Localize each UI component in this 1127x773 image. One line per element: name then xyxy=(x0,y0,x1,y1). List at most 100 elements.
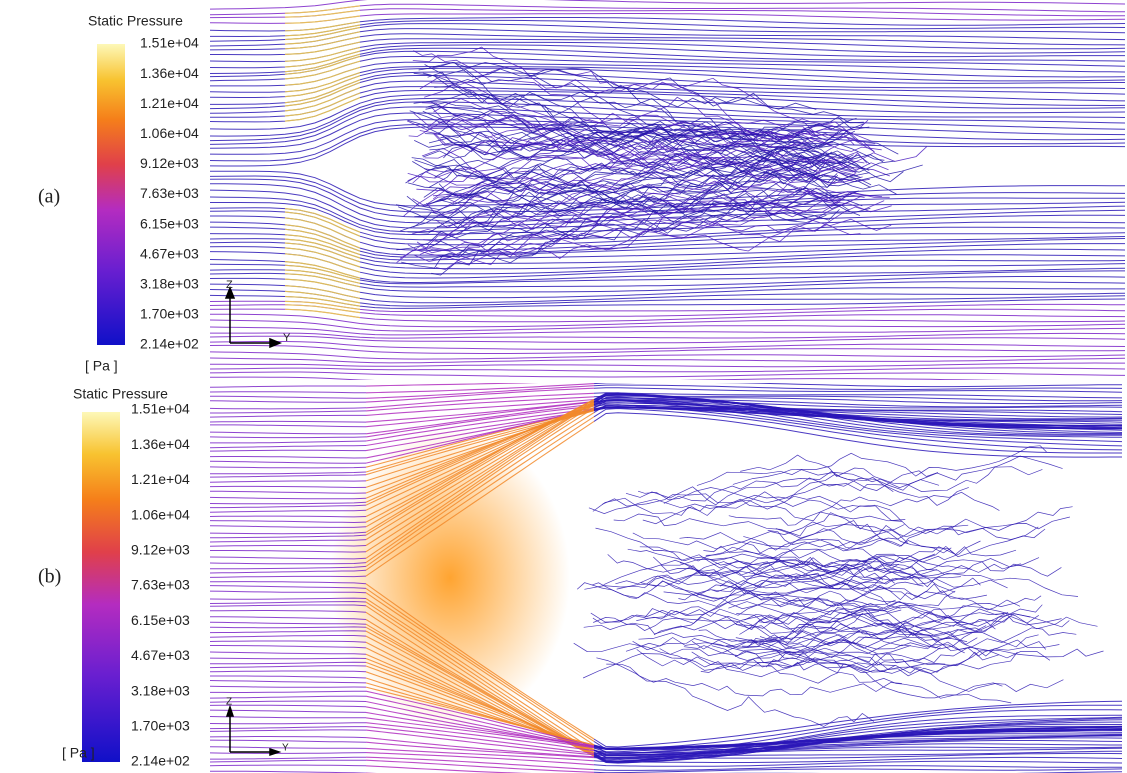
streamline xyxy=(210,4,1125,15)
streamline xyxy=(210,765,366,766)
streamline xyxy=(210,676,366,678)
streamline xyxy=(210,441,366,443)
panel-label: (a) xyxy=(38,186,60,208)
streamline xyxy=(210,34,1125,50)
colorbar-tick-label: 3.18e+03 xyxy=(140,276,199,292)
streamline xyxy=(210,627,366,628)
streamline xyxy=(210,646,366,648)
streamline xyxy=(366,406,594,437)
streamline xyxy=(210,727,366,729)
colorbar-unit: [ Pa ] xyxy=(85,358,118,374)
streamline xyxy=(210,652,366,654)
colorbar-unit: [ Pa ] xyxy=(62,745,95,761)
streamline xyxy=(210,505,366,508)
streamline xyxy=(210,363,1125,367)
streamline xyxy=(637,649,946,673)
streamline xyxy=(210,757,366,759)
streamline xyxy=(210,411,366,413)
streamline xyxy=(210,497,366,498)
streamline xyxy=(285,28,360,40)
streamline xyxy=(210,467,366,468)
streamline xyxy=(285,10,360,17)
colorbar-tick-label: 1.21e+04 xyxy=(131,471,190,487)
colorbar-tick-label: 4.67e+03 xyxy=(140,245,199,261)
colorbar-tick-label: 7.63e+03 xyxy=(140,185,199,201)
colorbar-tick-label: 1.51e+04 xyxy=(140,35,199,51)
streamline xyxy=(210,701,366,702)
streamline xyxy=(210,301,1125,311)
streamline xyxy=(210,730,366,732)
streamline xyxy=(593,617,911,655)
axis-label: Z xyxy=(226,697,232,708)
streamline xyxy=(210,457,366,459)
streamline xyxy=(210,408,366,409)
streamline xyxy=(728,596,1041,631)
streamline xyxy=(210,24,1125,42)
streamline xyxy=(210,696,366,698)
streamline xyxy=(210,425,366,427)
streamline xyxy=(210,710,366,712)
colorbar-tick-label: 2.14e+02 xyxy=(140,336,199,352)
colorbar-tick-label: 1.21e+04 xyxy=(140,95,199,111)
axis-label: Z xyxy=(226,279,233,291)
streamline xyxy=(210,345,1125,353)
axis-label: Y xyxy=(282,743,289,754)
streamline xyxy=(210,372,1125,377)
colorbar-tick-label: 1.06e+04 xyxy=(131,506,190,522)
colorbar-tick-label: 1.70e+03 xyxy=(131,718,190,734)
streamline xyxy=(729,492,1000,525)
streamline xyxy=(210,358,1125,363)
colorbar-tick-label: 9.12e+03 xyxy=(140,155,199,171)
streamline xyxy=(210,481,366,482)
streamline xyxy=(210,396,366,398)
colorbar-tick-label: 6.15e+03 xyxy=(140,215,199,231)
streamline xyxy=(210,491,366,493)
streamline xyxy=(210,671,366,672)
colorbar-tick-label: 3.18e+03 xyxy=(131,682,190,698)
streamline xyxy=(285,305,360,313)
streamline xyxy=(210,686,366,687)
streamline xyxy=(692,652,1003,698)
streamline xyxy=(285,32,360,44)
streamline xyxy=(210,446,366,448)
colorbar-title: Static Pressure xyxy=(88,13,183,29)
streamline xyxy=(210,39,1125,55)
streamline xyxy=(593,475,893,516)
streamline xyxy=(210,437,366,438)
streamline xyxy=(210,432,366,434)
streamline xyxy=(776,517,1070,546)
streamline xyxy=(768,507,1073,550)
streamline xyxy=(711,582,1038,623)
streamline xyxy=(626,471,938,505)
streamline xyxy=(210,737,366,738)
streamline xyxy=(210,171,1125,206)
colorbar-tick-label: 9.12e+03 xyxy=(131,542,190,558)
streamline xyxy=(594,769,1122,773)
panel-label: (b) xyxy=(38,566,61,588)
streamline xyxy=(210,705,366,707)
streamline xyxy=(285,73,360,92)
axis-label: Y xyxy=(283,332,291,344)
figure: (a) (b) Static Pressure [ Pa ] Static Pr… xyxy=(0,0,1127,773)
streamline xyxy=(210,472,366,474)
streamline xyxy=(210,546,366,547)
streamline xyxy=(210,723,366,724)
streamline xyxy=(210,386,366,387)
colorbar xyxy=(82,412,120,762)
colorbar-tick-label: 1.36e+04 xyxy=(140,65,199,81)
streamline xyxy=(210,666,366,668)
colorbar xyxy=(97,44,125,345)
streamline xyxy=(210,461,366,463)
streamline xyxy=(210,662,366,664)
streamline xyxy=(210,486,366,487)
streamline xyxy=(210,415,366,417)
streamline xyxy=(661,559,937,585)
streamline xyxy=(210,516,366,517)
colorbar-tick-label: 4.67e+03 xyxy=(131,647,190,663)
streamline xyxy=(210,475,366,477)
streamline xyxy=(210,421,366,422)
streamline xyxy=(633,522,952,553)
streamline xyxy=(210,62,1125,86)
streamline xyxy=(210,336,1125,343)
streamline xyxy=(210,691,366,692)
